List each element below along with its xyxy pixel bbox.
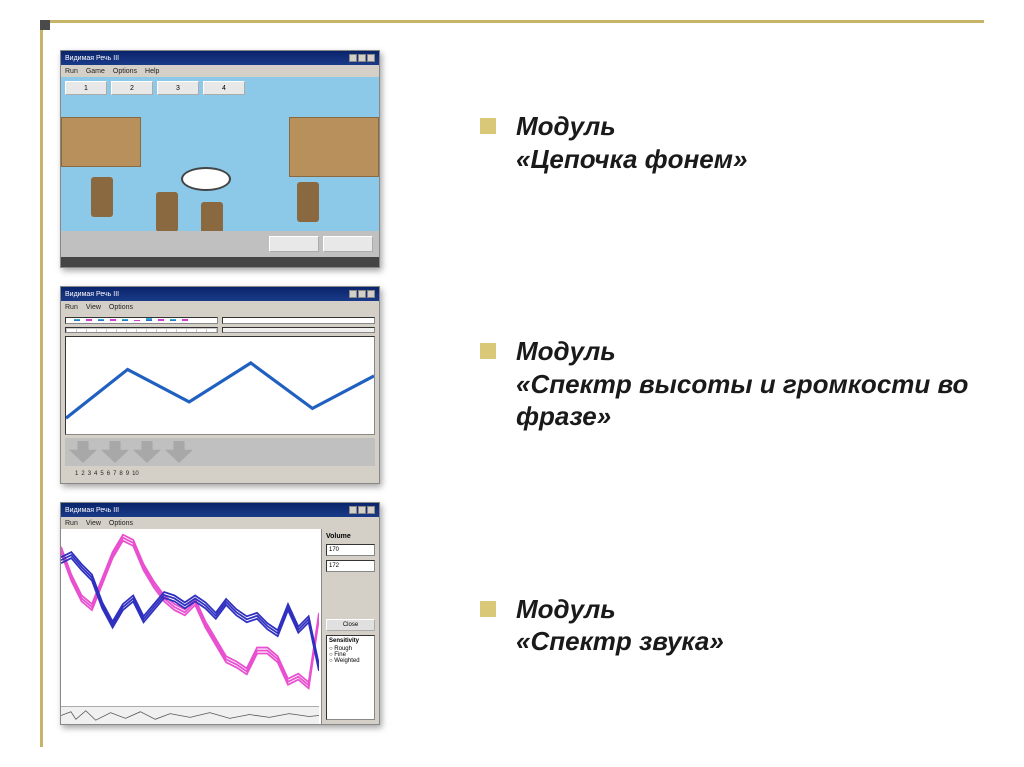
bullet-square-icon [480,601,496,617]
menu-item[interactable]: Run [65,304,78,311]
slide-content: Видимая Речь III Run Game Options Help 1… [60,50,980,725]
game-button[interactable]: 3 [157,81,199,95]
game-bottom-button[interactable] [323,236,373,252]
menu-item[interactable]: View [86,304,101,311]
boat-icon [181,167,231,191]
pier-post [91,177,113,217]
waveform-strip [61,706,319,724]
menu-item[interactable]: Game [86,68,105,75]
surface-chart [222,317,375,324]
surface-svg [228,323,369,324]
minimize-icon[interactable] [349,290,357,298]
window-titlebar: Видимая Речь III [61,51,379,65]
statusbar [61,257,379,267]
pier-post [297,182,319,222]
close-icon[interactable] [367,54,375,62]
bullet-item: Модуль«Спектр высоты и громкости во фраз… [480,335,980,433]
close-icon[interactable] [367,290,375,298]
bullet-item: Модуль«Цепочка фонем» [480,110,980,175]
game-button[interactable]: 1 [65,81,107,95]
down-arrow-icon[interactable] [133,441,161,463]
screenshot-pitch-loudness: Видимая Речь III Run View Options [60,286,380,484]
game-button[interactable]: 2 [111,81,153,95]
window-controls [349,54,375,62]
arrow-buttons [65,438,375,466]
bullet-text: Модуль«Спектр высоты и громкости во фраз… [516,335,980,433]
menu-item[interactable]: Help [145,68,159,75]
down-arrow-icon[interactable] [69,441,97,463]
pier-left [61,117,141,167]
line-chart [65,336,375,435]
down-arrow-icon[interactable] [165,441,193,463]
window-controls [349,506,375,514]
menu-bar: Run View Options [61,301,379,313]
game-viewport: 1 2 3 4 [61,77,379,257]
menu-bar: Run View Options [61,517,379,529]
x-axis-labels: 12345678910 [65,469,375,479]
game-button[interactable]: 4 [203,81,245,95]
pier-post [156,192,178,232]
pier-right [289,117,379,177]
window-titlebar: Видимая Речь III [61,287,379,301]
game-top-buttons: 1 2 3 4 [65,81,245,95]
window-title: Видимая Речь III [65,507,119,514]
bullet-text: Модуль«Спектр звука» [516,593,724,658]
maximize-icon[interactable] [358,54,366,62]
menu-item[interactable]: Options [113,68,137,75]
sidebar-heading: Volume [326,533,375,540]
grid-panel-right [222,327,375,332]
game-bottom-bar [61,231,379,257]
bar-chart [65,317,218,324]
window-titlebar: Видимая Речь III [61,503,379,517]
charts-viewport: 12345678910 [61,313,379,483]
bullet-text: Модуль«Цепочка фонем» [516,110,747,175]
maximize-icon[interactable] [358,506,366,514]
minimize-icon[interactable] [349,54,357,62]
options-group: Sensitivity ○ Rough ○ Fine ○ Weighted [326,635,375,720]
screenshot-phoneme-chain: Видимая Речь III Run Game Options Help 1… [60,50,380,268]
window-controls [349,290,375,298]
close-button[interactable]: Close [326,619,375,631]
close-icon[interactable] [367,506,375,514]
game-bottom-button[interactable] [269,236,319,252]
spectrum-viewport: Volume 170 172 Close Sensitivity ○ Rough… [61,529,379,724]
window-title: Видимая Речь III [65,291,119,298]
menu-item[interactable]: Run [65,520,78,527]
spectrum-sidebar: Volume 170 172 Close Sensitivity ○ Rough… [321,529,379,724]
bullet-square-icon [480,118,496,134]
maximize-icon[interactable] [358,290,366,298]
frame-corner [40,20,50,30]
menu-item[interactable]: Run [65,68,78,75]
radio-option[interactable]: ○ Weighted [329,658,372,664]
screenshots-column: Видимая Речь III Run Game Options Help 1… [60,50,400,725]
menu-item[interactable]: Options [109,520,133,527]
menu-item[interactable]: Options [109,304,133,311]
bullet-square-icon [480,343,496,359]
menu-item[interactable]: View [86,520,101,527]
value-box: 172 [326,560,375,572]
bullets-column: Модуль«Цепочка фонем» Модуль«Спектр высо… [400,50,980,725]
menu-bar: Run Game Options Help [61,65,379,77]
spectrum-chart [61,529,319,703]
grid-panel-left [65,327,218,332]
minimize-icon[interactable] [349,506,357,514]
bullet-item: Модуль«Спектр звука» [480,593,980,658]
value-box: 170 [326,544,375,556]
down-arrow-icon[interactable] [101,441,129,463]
window-title: Видимая Речь III [65,55,119,62]
screenshot-sound-spectrum: Видимая Речь III Run View Options Volume… [60,502,380,725]
group-label: Sensitivity [329,638,372,644]
